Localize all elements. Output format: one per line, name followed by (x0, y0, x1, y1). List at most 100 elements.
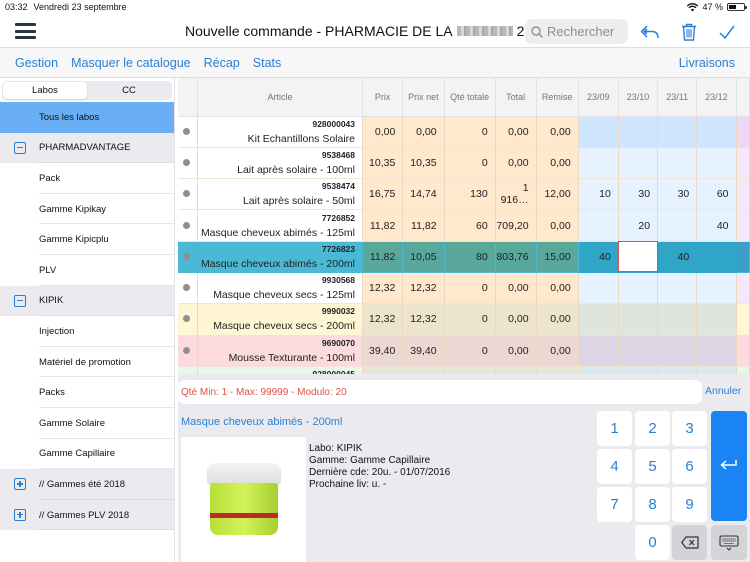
qty-cell[interactable] (578, 272, 619, 305)
table-row[interactable]: 9538468 Lait après solaire - 100ml 10,35 … (178, 147, 750, 180)
qty-cell[interactable] (657, 116, 698, 148)
qty-cell[interactable] (618, 335, 659, 367)
quantity-constraint-text: Qté Min: 1 - Max: 99999 - Modulo: 20 (181, 386, 347, 398)
search-field[interactable] (525, 19, 628, 44)
collapse-icon[interactable] (14, 141, 26, 154)
table-row[interactable]: 928000043 Kit Echantillons Solaire 0,00 0… (178, 116, 750, 148)
column-header-total[interactable]: Total (495, 78, 537, 117)
key-0[interactable]: 0 (635, 525, 670, 560)
column-header-qte-totale[interactable]: Qté totale (444, 78, 496, 117)
menu-icon[interactable] (15, 23, 36, 39)
table-row[interactable]: 9690070 Mousse Texturante - 100ml 39,40 3… (178, 335, 750, 367)
sidebar-item-pack[interactable]: Pack (0, 163, 174, 194)
qty-cell[interactable] (657, 272, 698, 305)
sidebar-group-gammes-ete-2018[interactable]: // Gammes été 2018 (0, 469, 174, 500)
stats-button[interactable]: Stats (252, 55, 282, 70)
sidebar-group-gammes-plv-2018[interactable]: // Gammes PLV 2018 (0, 499, 174, 531)
table-row[interactable]: 7726852 Masque cheveux abimés - 125ml 11,… (178, 209, 750, 242)
column-header-article[interactable]: Article (197, 78, 364, 117)
column-header-remise[interactable]: Remise (536, 78, 579, 117)
toolbar: Gestion Masquer le catalogue Récap Stats… (0, 48, 750, 78)
sidebar-item-all-labs[interactable]: Tous les labos (0, 102, 174, 133)
table-row[interactable]: 9930568 Masque cheveux secs - 125ml 12,32… (178, 272, 750, 305)
column-header-date-4[interactable]: 23/12 (696, 78, 737, 117)
key-2[interactable]: 2 (635, 411, 670, 446)
qty-cell[interactable] (696, 272, 737, 305)
table-row-selected[interactable]: 7726823 Masque cheveux abimés - 200ml 11,… (178, 241, 750, 273)
qty-cell[interactable]: 40 (578, 241, 619, 273)
article-cell: 9930568 Masque cheveux secs - 125ml (197, 272, 364, 305)
key-9[interactable]: 9 (672, 487, 707, 522)
checkmark-icon[interactable] (716, 21, 738, 43)
collapse-icon[interactable] (14, 294, 26, 307)
key-7[interactable]: 7 (597, 487, 632, 522)
qty-cell[interactable]: 40 (657, 241, 698, 273)
qty-cell[interactable]: 10 (578, 178, 619, 211)
expand-icon[interactable] (14, 478, 26, 491)
column-header-prix[interactable]: Prix (362, 78, 404, 117)
key-8[interactable]: 8 (635, 487, 670, 522)
qty-cell[interactable]: 30 (618, 178, 659, 211)
table-row[interactable]: 928000045 (178, 366, 750, 376)
qty-cell[interactable] (696, 335, 737, 367)
sidebar-item-gamme-kipicplu[interactable]: Gamme Kipicplu (0, 224, 174, 255)
qty-cell[interactable] (657, 209, 698, 242)
hide-keyboard-button[interactable] (711, 525, 747, 560)
qty-cell[interactable] (618, 116, 659, 148)
qty-cell[interactable]: 60 (696, 178, 737, 211)
sidebar-item-materiel-promotion[interactable]: Matériel de promotion (0, 346, 174, 378)
search-input[interactable] (547, 24, 627, 39)
key-3[interactable]: 3 (672, 411, 707, 446)
qty-cell[interactable] (578, 116, 619, 148)
deliveries-button[interactable]: Livraisons (678, 55, 735, 70)
qty-cell[interactable]: 30 (657, 178, 698, 211)
qty-cell[interactable] (696, 147, 737, 180)
expand-icon[interactable] (14, 508, 26, 521)
table-row[interactable]: 9538474 Lait après solaire - 50ml 16,75 1… (178, 178, 750, 211)
qty-cell[interactable]: 20 (618, 209, 659, 242)
qty-cell[interactable] (578, 147, 619, 180)
qty-cell-editing[interactable] (618, 241, 659, 273)
qty-cell[interactable] (618, 303, 659, 336)
backspace-button[interactable] (672, 525, 707, 560)
qty-cell[interactable] (618, 272, 659, 305)
sidebar-item-gamme-solaire[interactable]: Gamme Solaire (0, 407, 174, 439)
cancel-button[interactable]: Annuler (705, 385, 742, 397)
key-1[interactable]: 1 (597, 411, 632, 446)
sidebar-item-plv[interactable]: PLV (0, 254, 174, 286)
key-5[interactable]: 5 (635, 449, 670, 484)
quantity-input-bar[interactable]: Qté Min: 1 - Max: 99999 - Modulo: 20 (178, 380, 702, 404)
qty-cell[interactable]: 40 (696, 209, 737, 242)
sidebar-item-packs[interactable]: Packs (0, 377, 174, 408)
key-6[interactable]: 6 (672, 449, 707, 484)
sidebar-group-pharmadvantage[interactable]: PHARMADVANTAGE (0, 132, 174, 164)
qty-cell[interactable] (578, 209, 619, 242)
column-header-date-3[interactable]: 23/11 (657, 78, 698, 117)
key-4[interactable]: 4 (597, 449, 632, 484)
sidebar-item-injection[interactable]: Injection (0, 316, 174, 347)
column-header-date-2[interactable]: 23/10 (618, 78, 659, 117)
sidebar-item-gamme-kipikay[interactable]: Gamme Kipikay (0, 193, 174, 225)
gestion-button[interactable]: Gestion (15, 55, 59, 70)
qty-cell[interactable] (578, 303, 619, 336)
qty-cell[interactable] (696, 116, 737, 148)
qty-cell[interactable] (657, 335, 698, 367)
qty-cell[interactable] (657, 303, 698, 336)
tab-cc[interactable]: CC (122, 85, 136, 96)
sidebar-group-kipik[interactable]: KIPIK (0, 285, 174, 317)
qty-cell[interactable] (578, 335, 619, 367)
trash-icon[interactable] (678, 21, 700, 43)
table-row[interactable]: 9990032 Masque cheveux secs - 200ml 12,32… (178, 303, 750, 336)
qty-cell[interactable] (696, 241, 737, 273)
hide-catalog-button[interactable]: Masquer le catalogue (71, 55, 191, 70)
tab-labos[interactable]: Labos (3, 82, 87, 99)
qty-cell[interactable] (657, 147, 698, 180)
qty-cell[interactable] (618, 147, 659, 180)
reply-icon[interactable] (639, 21, 661, 43)
enter-button[interactable] (711, 411, 747, 521)
qty-cell[interactable] (696, 303, 737, 336)
sidebar-item-gamme-capillaire[interactable]: Gamme Capillaire (0, 438, 174, 470)
recap-button[interactable]: Récap (203, 55, 240, 70)
column-header-prix-net[interactable]: Prix net (402, 78, 445, 117)
column-header-date-1[interactable]: 23/09 (578, 78, 619, 117)
